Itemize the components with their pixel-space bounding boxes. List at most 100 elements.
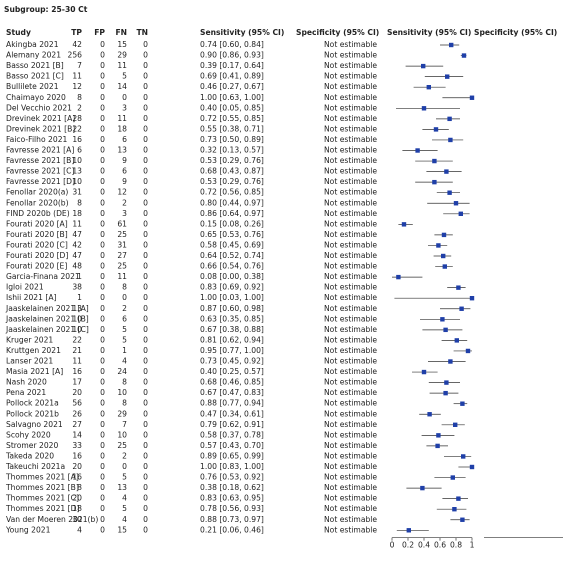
fn-count: 61 <box>117 219 127 228</box>
column-header: Study <box>6 28 31 37</box>
study-name: Kruttgen 2021 <box>6 346 61 355</box>
fn-count: 9 <box>122 177 127 186</box>
specificity-ci: Not estimable <box>324 124 377 133</box>
fn-count: 6 <box>122 135 127 144</box>
point-estimate <box>421 106 427 111</box>
tp-count: 56 <box>72 399 82 408</box>
fn-count: 6 <box>122 167 127 176</box>
tn-count: 0 <box>143 409 148 418</box>
study-name: Fourati 2020 [A] <box>6 219 68 228</box>
sensitivity-ci: 0.32 [0.13, 0.57] <box>200 146 264 155</box>
study-name: Pollock 2021a <box>6 399 59 408</box>
point-estimate <box>460 401 465 406</box>
point-estimate <box>441 232 447 238</box>
fn-count: 4 <box>122 494 127 503</box>
column-header: TN <box>136 28 148 37</box>
fp-count: 0 <box>100 135 105 144</box>
fp-count: 0 <box>100 388 105 397</box>
tn-count: 0 <box>143 51 148 60</box>
point-estimate <box>436 433 441 438</box>
tp-count: 4 <box>77 525 82 534</box>
point-estimate <box>421 369 427 375</box>
fp-count: 0 <box>100 515 105 524</box>
sensitivity-ci: 0.68 [0.46, 0.85] <box>200 378 264 387</box>
fp-count: 0 <box>100 325 105 334</box>
point-estimate <box>436 243 441 248</box>
fn-count: 5 <box>122 335 127 344</box>
tp-count: 14 <box>72 430 82 439</box>
fn-count: 4 <box>122 357 127 366</box>
tn-count: 0 <box>143 135 148 144</box>
fn-count: 24 <box>117 367 127 376</box>
fp-count: 0 <box>100 272 105 281</box>
specificity-ci: Not estimable <box>324 283 377 292</box>
specificity-ci: Not estimable <box>324 272 377 281</box>
tn-count: 0 <box>143 357 148 366</box>
point-estimate <box>433 127 439 132</box>
tp-count: 22 <box>72 124 82 133</box>
tn-count: 0 <box>143 462 148 471</box>
sensitivity-ci: 0.15 [0.08, 0.26] <box>200 219 264 228</box>
study-name: Fourati 2020 [C] <box>6 240 68 249</box>
study-name: Stromer 2020 <box>6 441 58 450</box>
tn-count: 0 <box>143 346 148 355</box>
tn-count: 0 <box>143 293 148 302</box>
study-name: Masia 2021 [A] <box>6 367 63 376</box>
fn-count: 25 <box>117 230 127 239</box>
sensitivity-ci: 0.88 [0.77, 0.94] <box>200 399 264 408</box>
column-header: Sensitivity (95% CI) <box>387 28 471 37</box>
specificity-ci: Not estimable <box>324 483 377 492</box>
sensitivity-ci: 0.46 [0.27, 0.67] <box>200 82 264 91</box>
specificity-ci: Not estimable <box>324 262 377 271</box>
study-name: Garcia-Finana 2021 <box>6 272 80 281</box>
fp-count: 0 <box>100 156 105 165</box>
specificity-ci: Not estimable <box>324 240 377 249</box>
fn-count: 6 <box>122 314 127 323</box>
sensitivity-ci: 0.57 [0.43, 0.70] <box>200 441 264 450</box>
point-estimate <box>443 327 448 333</box>
point-estimate <box>461 53 467 58</box>
tn-count: 0 <box>143 473 148 482</box>
tp-count: 30 <box>72 515 82 524</box>
point-estimate <box>427 412 432 417</box>
column-header: FP <box>94 28 105 37</box>
tp-count: 7 <box>77 61 82 70</box>
specificity-ci: Not estimable <box>324 61 377 70</box>
tp-count: 22 <box>72 335 82 344</box>
fp-count: 0 <box>100 177 105 186</box>
fn-count: 7 <box>122 420 127 429</box>
tn-count: 0 <box>143 167 148 176</box>
specificity-ci: Not estimable <box>324 430 377 439</box>
tn-count: 0 <box>143 430 148 439</box>
sensitivity-ci: 0.66 [0.54, 0.76] <box>200 262 264 271</box>
tp-count: 11 <box>72 357 82 366</box>
fn-count: 9 <box>122 156 127 165</box>
fp-count: 0 <box>100 219 105 228</box>
specificity-ci: Not estimable <box>324 209 377 218</box>
tp-count: 18 <box>72 209 82 218</box>
study-name: Faico-Filho 2021 <box>6 135 68 144</box>
specificity-ci: Not estimable <box>324 357 377 366</box>
sensitivity-ci: 0.72 [0.55, 0.85] <box>200 114 264 123</box>
point-estimate <box>432 158 437 164</box>
tp-count: 11 <box>72 72 82 81</box>
tp-count: 10 <box>72 325 82 334</box>
tp-count: 8 <box>77 93 82 102</box>
tp-count: 13 <box>72 304 82 313</box>
study-name: Thommes 2021 [A] <box>5 473 79 482</box>
column-header: Sensitivity (95% CI) <box>200 28 284 37</box>
specificity-ci: Not estimable <box>324 251 377 260</box>
fn-count: 11 <box>117 272 127 281</box>
specificity-ci: Not estimable <box>324 335 377 344</box>
tp-count: 47 <box>72 251 82 260</box>
fp-count: 0 <box>100 262 105 271</box>
specificity-ci: Not estimable <box>324 325 377 334</box>
study-name: Chaimayo 2020 <box>6 93 66 102</box>
tp-count: 31 <box>72 188 82 197</box>
fp-count: 0 <box>100 462 105 471</box>
tn-count: 0 <box>143 525 148 534</box>
x-tick-label: 0 <box>390 541 395 550</box>
tp-count: 8 <box>77 483 82 492</box>
x-tick-label: 1 <box>470 541 475 550</box>
sensitivity-ci: 0.90 [0.86, 0.93] <box>200 51 264 60</box>
